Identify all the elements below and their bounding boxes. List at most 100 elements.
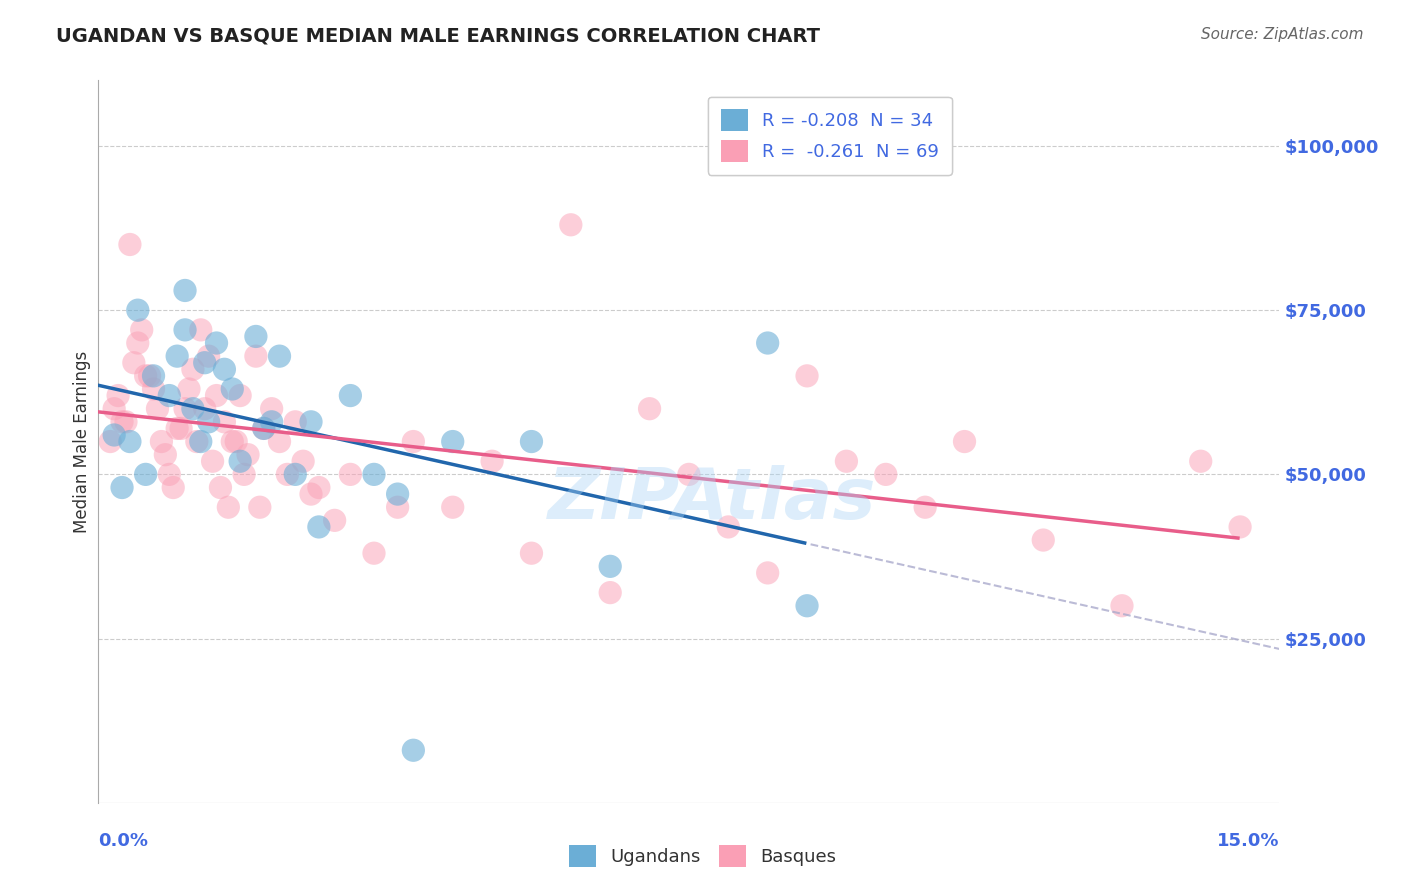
Point xyxy=(197,349,219,363)
Point xyxy=(205,336,228,351)
Point xyxy=(181,401,204,416)
Point xyxy=(276,467,298,482)
Point xyxy=(150,434,173,449)
Point xyxy=(323,513,346,527)
Point xyxy=(253,421,276,435)
Point xyxy=(177,382,200,396)
Point xyxy=(214,415,236,429)
Legend: Ugandans, Basques: Ugandans, Basques xyxy=(562,838,844,874)
Point xyxy=(875,467,897,482)
Point xyxy=(174,284,197,298)
Text: ZIPAtlas: ZIPAtlas xyxy=(548,465,877,533)
Point xyxy=(678,467,700,482)
Point xyxy=(135,368,157,383)
Y-axis label: Median Male Earnings: Median Male Earnings xyxy=(73,351,91,533)
Point xyxy=(118,434,141,449)
Point xyxy=(162,481,184,495)
Point xyxy=(157,467,180,482)
Point xyxy=(796,368,818,383)
Point xyxy=(299,415,322,429)
Point xyxy=(756,566,779,580)
Point xyxy=(253,421,276,435)
Point xyxy=(835,454,858,468)
Point xyxy=(599,585,621,599)
Point xyxy=(269,434,291,449)
Point xyxy=(1032,533,1054,547)
Point xyxy=(98,434,121,449)
Point xyxy=(914,500,936,515)
Point xyxy=(363,467,385,482)
Point xyxy=(339,467,361,482)
Point xyxy=(174,323,197,337)
Point xyxy=(229,454,252,468)
Point xyxy=(142,382,165,396)
Point xyxy=(146,401,169,416)
Legend: R = -0.208  N = 34, R =  -0.261  N = 69: R = -0.208 N = 34, R = -0.261 N = 69 xyxy=(707,96,952,175)
Point xyxy=(1229,520,1251,534)
Point xyxy=(115,415,138,429)
Point xyxy=(138,368,160,383)
Point xyxy=(245,329,267,343)
Point xyxy=(387,500,409,515)
Point xyxy=(194,356,217,370)
Point xyxy=(796,599,818,613)
Point xyxy=(118,237,141,252)
Point xyxy=(205,388,228,402)
Point xyxy=(402,743,425,757)
Point xyxy=(308,520,330,534)
Point xyxy=(756,336,779,351)
Point xyxy=(209,481,232,495)
Point xyxy=(249,500,271,515)
Text: Source: ZipAtlas.com: Source: ZipAtlas.com xyxy=(1201,27,1364,42)
Point xyxy=(363,546,385,560)
Point xyxy=(638,401,661,416)
Point xyxy=(308,481,330,495)
Point xyxy=(142,368,165,383)
Point xyxy=(217,500,239,515)
Text: 0.0%: 0.0% xyxy=(98,831,149,850)
Point xyxy=(260,415,283,429)
Point xyxy=(245,349,267,363)
Point xyxy=(194,401,217,416)
Point xyxy=(155,448,177,462)
Point xyxy=(387,487,409,501)
Point xyxy=(953,434,976,449)
Text: UGANDAN VS BASQUE MEDIAN MALE EARNINGS CORRELATION CHART: UGANDAN VS BASQUE MEDIAN MALE EARNINGS C… xyxy=(56,27,820,45)
Point xyxy=(717,520,740,534)
Point xyxy=(190,323,212,337)
Point xyxy=(186,434,208,449)
Point xyxy=(339,388,361,402)
Point xyxy=(221,382,243,396)
Point xyxy=(131,323,153,337)
Point xyxy=(103,428,125,442)
Point xyxy=(135,467,157,482)
Point xyxy=(1189,454,1212,468)
Point xyxy=(111,481,134,495)
Point xyxy=(402,434,425,449)
Point xyxy=(236,448,259,462)
Point xyxy=(103,401,125,416)
Point xyxy=(260,401,283,416)
Point xyxy=(201,454,224,468)
Point xyxy=(166,349,188,363)
Point xyxy=(214,362,236,376)
Point xyxy=(481,454,503,468)
Point xyxy=(225,434,247,449)
Point xyxy=(1111,599,1133,613)
Point xyxy=(197,415,219,429)
Point xyxy=(157,388,180,402)
Point xyxy=(233,467,256,482)
Point xyxy=(174,401,197,416)
Point xyxy=(284,415,307,429)
Point xyxy=(599,559,621,574)
Point xyxy=(292,454,315,468)
Point xyxy=(299,487,322,501)
Point xyxy=(520,546,543,560)
Point xyxy=(166,421,188,435)
Point xyxy=(221,434,243,449)
Point xyxy=(560,218,582,232)
Point xyxy=(127,336,149,351)
Point xyxy=(107,388,129,402)
Point xyxy=(284,467,307,482)
Point xyxy=(111,415,134,429)
